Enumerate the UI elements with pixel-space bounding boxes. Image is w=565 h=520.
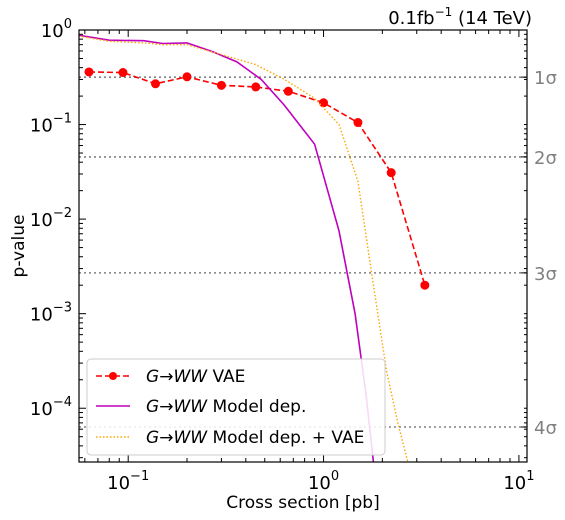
series-line-3 [79, 35, 409, 462]
plot-frame [78, 29, 528, 463]
y-tick-label: 100 [41, 17, 72, 42]
series-1-point [118, 68, 128, 78]
sigma-label-1: 1σ [534, 68, 557, 89]
series-line-1 [88, 71, 426, 286]
legend-label-3: G→WW Model dep. + VAE [146, 428, 364, 448]
axis-tick-labels: 10−1 100 101 100 10−1 10−2 10−3 10−4 [30, 17, 535, 494]
legend-label-2: G→WW Model dep. [146, 397, 306, 417]
series-1-point [251, 82, 261, 92]
series-1-point [420, 280, 430, 290]
series-1-point [353, 118, 363, 128]
y-tick-label: 10−3 [30, 301, 72, 326]
series-1-point [151, 79, 161, 89]
sigma-labels: 1σ 2σ 3σ 4σ [534, 68, 557, 439]
x-tick-label: 101 [503, 469, 534, 494]
series-1-point [216, 80, 226, 90]
x-axis-label: Cross section [pb] [226, 493, 379, 513]
x-tick-label: 10−1 [107, 469, 149, 494]
series-1-point [84, 67, 94, 77]
sigma-label-3: 3σ [534, 264, 557, 285]
sigma-label-2: 2σ [534, 148, 557, 169]
y-tick-label: 10−2 [30, 206, 72, 231]
lumi-annotation: 0.1fb−1 (14 TeV) [388, 5, 532, 29]
legend-box [86, 358, 386, 456]
y-axis-label: p-value [9, 215, 29, 278]
sigma-label-4: 4σ [534, 418, 557, 439]
series-1-point [386, 168, 396, 178]
axis-ticks [79, 29, 527, 462]
series-line-2 [79, 34, 375, 462]
y-tick-label: 10−1 [30, 112, 72, 137]
series-1-point [182, 72, 192, 82]
series-1-point [283, 86, 293, 96]
x-tick-label: 100 [308, 469, 339, 494]
series-group [79, 34, 430, 462]
legend-label-1: G→WW VAE [146, 367, 245, 387]
series-1-point [319, 98, 329, 108]
y-tick-label: 10−4 [30, 395, 72, 420]
legend-marker [109, 372, 117, 380]
legend: G→WW VAE G→WW Model dep. G→WW Model dep. +… [86, 358, 386, 456]
